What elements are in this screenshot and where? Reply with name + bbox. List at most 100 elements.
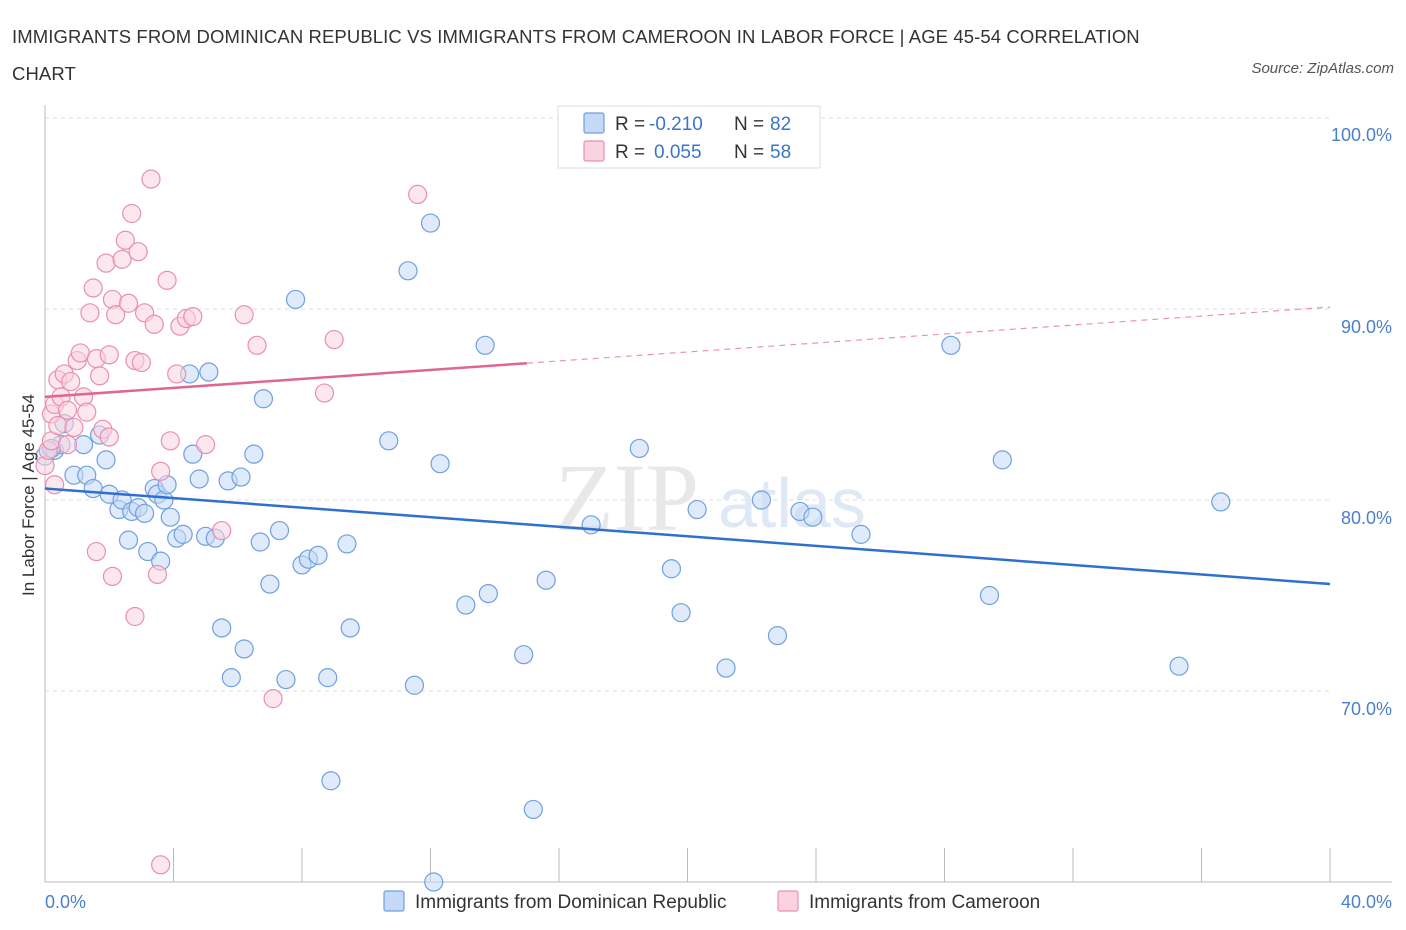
dominican-point-35 xyxy=(231,467,251,487)
cameroon-point-28 xyxy=(106,305,126,325)
cameroon-trend-line-extension xyxy=(526,306,1331,364)
dominican-point-23 xyxy=(160,507,180,527)
dominican-point-66 xyxy=(687,499,707,520)
watermark-atlas: atlas xyxy=(718,464,866,542)
dominican-point-30 xyxy=(199,362,219,382)
dominican-point-71 xyxy=(803,507,823,527)
stats-n-label-dominican: N = xyxy=(734,114,764,135)
dominican-point-73 xyxy=(941,335,961,355)
gridlines xyxy=(45,117,1330,692)
stats-r-value-dominican: -0.210 xyxy=(649,114,703,135)
cameroon-point-16 xyxy=(77,402,97,422)
cameroon-point-44 xyxy=(167,364,187,384)
dominican-point-74 xyxy=(979,585,1000,606)
cameroon-point-24 xyxy=(99,345,119,365)
scatter-points xyxy=(35,169,1231,892)
y-tick-label-100: 100.0% xyxy=(1331,125,1392,145)
dominican-point-64 xyxy=(661,559,682,579)
y-axis-label: In Labor Force | Age 45-54 xyxy=(19,394,38,596)
dominican-point-46 xyxy=(308,545,328,565)
dominican-point-47 xyxy=(318,668,338,688)
dominican-point-76 xyxy=(1169,656,1189,676)
stats-swatch-dominican xyxy=(583,112,605,134)
cameroon-point-29 xyxy=(112,249,132,269)
dominican-point-55 xyxy=(430,454,450,474)
cameroon-point-41 xyxy=(151,461,171,481)
legend-label-dominican: Immigrants from Dominican Republic xyxy=(415,892,727,913)
cameroon-point-34 xyxy=(125,606,145,627)
dominican-point-16 xyxy=(134,503,155,523)
stats-n-value-dominican: 82 xyxy=(770,114,791,135)
cameroon-point-47 xyxy=(183,307,203,327)
cameroon-point-36 xyxy=(131,352,151,373)
stats-legend: R = -0.210 N = 82 R = 0.055 N = 58 xyxy=(557,105,821,169)
cameroon-point-25 xyxy=(99,427,119,447)
dominican-point-13 xyxy=(118,530,139,550)
dominican-point-40 xyxy=(260,574,280,594)
cameroon-point-40 xyxy=(147,564,168,585)
dominican-point-77 xyxy=(1211,492,1231,512)
dominican-point-5 xyxy=(73,435,94,455)
cameroon-point-43 xyxy=(160,431,180,451)
dominican-point-43 xyxy=(285,289,306,310)
cameroon-point-20 xyxy=(86,541,107,562)
x-tick-label-max: 40.0% xyxy=(1341,892,1392,912)
dominican-point-48 xyxy=(321,771,341,791)
dominican-point-68 xyxy=(751,490,771,510)
dominican-point-41 xyxy=(269,520,290,541)
series-legend: Immigrants from Dominican Republic Immig… xyxy=(383,890,1040,913)
dominican-point-9 xyxy=(96,450,116,470)
stats-r-label-cameroon: R = xyxy=(615,142,645,163)
source-credit: Source: ZipAtlas.com xyxy=(1251,60,1394,77)
cameroon-point-14 xyxy=(70,343,90,363)
stats-swatch-cameroon xyxy=(583,140,605,162)
cameroon-point-39 xyxy=(144,314,164,334)
dominican-point-34 xyxy=(221,668,241,688)
cameroon-point-9 xyxy=(57,400,78,420)
stats-r-value-cameroon: 0.055 xyxy=(654,142,702,163)
dominican-point-39 xyxy=(253,389,274,409)
dominican-point-52 xyxy=(398,261,418,281)
dominican-point-75 xyxy=(992,450,1012,470)
dominican-point-32 xyxy=(212,618,232,638)
dominican-point-53 xyxy=(404,675,425,695)
cameroon-point-17 xyxy=(80,303,100,323)
dominican-point-28 xyxy=(189,469,209,489)
dominican-point-50 xyxy=(340,618,360,638)
cameroon-point-38 xyxy=(141,169,161,189)
dominican-point-7 xyxy=(83,478,103,499)
cameroon-point-55 xyxy=(408,184,428,204)
legend-swatch-dominican xyxy=(383,890,405,912)
cameroon-point-51 xyxy=(247,335,267,355)
dominican-point-51 xyxy=(379,431,399,451)
chart-title: IMMIGRANTS FROM DOMINICAN REPUBLIC VS IM… xyxy=(12,26,1140,84)
dominican-point-42 xyxy=(276,669,296,690)
dominican-point-56 xyxy=(456,595,476,615)
dominican-point-37 xyxy=(244,444,264,464)
cameroon-point-23 xyxy=(96,253,116,273)
trend-lines xyxy=(44,306,1331,586)
dominican-point-59 xyxy=(514,645,534,665)
dominican-point-17 xyxy=(138,541,158,562)
dominican-point-54 xyxy=(420,213,441,233)
dominican-point-36 xyxy=(234,639,254,659)
dominican-point-78 xyxy=(424,872,444,892)
cameroon-point-18 xyxy=(83,278,103,298)
x-tick-label-min: 0.0% xyxy=(45,892,86,912)
cameroon-point-12 xyxy=(64,417,84,438)
cameroon-point-50 xyxy=(234,305,254,325)
dominican-point-49 xyxy=(337,534,357,554)
dominican-point-65 xyxy=(671,603,691,623)
y-tick-label-90: 90.0% xyxy=(1341,317,1392,337)
legend-label-cameroon: Immigrants from Cameroon xyxy=(809,892,1040,913)
cameroon-point-52 xyxy=(263,689,283,709)
dominican-point-63 xyxy=(629,438,649,459)
cameroon-point-54 xyxy=(324,329,344,350)
cameroon-point-10 xyxy=(57,435,78,455)
cameroon-point-56 xyxy=(151,855,171,875)
dominican-point-57 xyxy=(475,335,495,355)
stats-n-value-cameroon: 58 xyxy=(770,142,791,163)
dominican-point-58 xyxy=(478,583,498,604)
y-tick-label-70: 70.0% xyxy=(1341,699,1392,719)
